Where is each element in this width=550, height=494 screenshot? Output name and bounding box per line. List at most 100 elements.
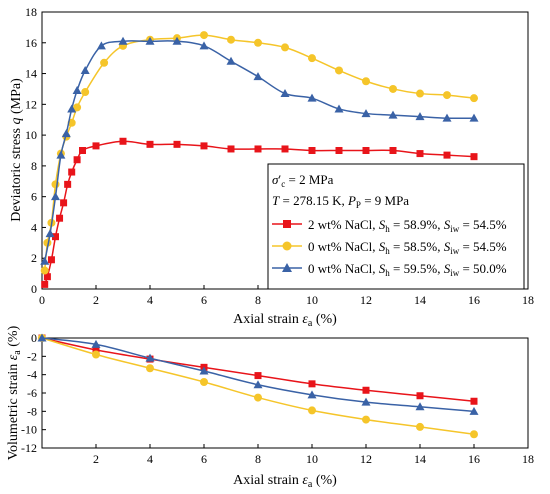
bottom-data-point <box>145 353 155 362</box>
top-data-point <box>442 113 452 122</box>
top-data-point <box>40 256 50 265</box>
top-data-point <box>362 77 370 86</box>
top-data-point <box>96 41 106 50</box>
top-x-axis-title: Axial strain εa (%) <box>233 312 337 329</box>
top-x-tick-label: 0 <box>39 293 45 307</box>
bottom-data-point <box>308 380 316 388</box>
bottom-ticks: 2 4 6 8 10 12 14 16 18 0 -2 -4 -6 -8 -10 -12 <box>21 331 534 466</box>
top-data-point <box>145 36 155 45</box>
volumetric-strain-panel: 2 4 6 8 10 12 14 16 18 0 -2 -4 -6 -8 -10 -12 Axial stra… <box>6 325 534 490</box>
top-data-point <box>469 113 479 122</box>
top-y-tick-label: 4 <box>31 220 37 234</box>
top-data-point <box>172 36 182 45</box>
bottom-data-point <box>361 397 371 406</box>
bottom-x-tick-label: 2 <box>93 452 99 466</box>
bottom-x-axis-title: Axial strain εa (%) <box>233 473 337 490</box>
bottom-data-point <box>470 430 478 439</box>
bottom-data-point <box>416 422 424 431</box>
bottom-x-tick-label: 4 <box>147 452 153 466</box>
top-data-point <box>173 140 181 148</box>
top-data-point <box>118 36 128 45</box>
legend-header-confining: σ′c = 2 MPa <box>272 172 334 189</box>
top-data-point <box>79 147 86 154</box>
bottom-x-tick-label: 6 <box>201 452 207 466</box>
top-data-point <box>254 38 262 47</box>
top-data-point <box>92 142 100 150</box>
top-series-1 <box>41 137 478 288</box>
top-data-point <box>334 104 344 113</box>
top-data-point <box>73 156 81 164</box>
bottom-data-point <box>308 406 316 415</box>
top-data-point <box>281 43 289 52</box>
top-x-tick-label: 6 <box>201 293 207 307</box>
top-data-point <box>43 273 51 281</box>
bottom-y-tick-label: -10 <box>21 423 37 437</box>
top-data-point <box>41 280 49 288</box>
legend: σ′c = 2 MPa T = 278.15 K, PP = 9 MPa 2 w… <box>267 163 525 290</box>
top-data-point <box>335 66 343 75</box>
top-data-point <box>415 112 425 121</box>
bottom-data-point <box>91 339 101 348</box>
bottom-series-2 <box>38 334 478 439</box>
bottom-data-point <box>37 333 47 342</box>
top-data-point <box>307 93 317 102</box>
top-data-point <box>200 142 208 150</box>
top-x-tick-label: 14 <box>414 293 426 307</box>
top-x-tick-label: 2 <box>93 293 99 307</box>
bottom-data-point <box>146 364 154 373</box>
top-y-tick-label: 0 <box>31 282 37 296</box>
bottom-y-tick-label: -6 <box>27 386 37 400</box>
top-data-point <box>254 145 262 153</box>
bottom-y-tick-label: -12 <box>21 441 37 455</box>
top-y-tick-label: 12 <box>25 97 37 111</box>
top-y-tick-label: 8 <box>31 159 37 173</box>
top-x-tick-label: 10 <box>306 293 318 307</box>
bottom-data-point <box>307 390 317 399</box>
bottom-data-point <box>415 402 425 411</box>
top-y-axis-title: Deviatoric stress q (MPa) <box>9 78 24 222</box>
top-data-point <box>47 256 55 264</box>
bottom-y-tick-label: -8 <box>27 404 37 418</box>
bottom-x-tick-label: 14 <box>414 452 426 466</box>
bottom-data-point <box>362 386 370 394</box>
svg-text:2 wt% NaCl, Sh = 58.9%, Siw =: 2 wt% NaCl, Sh = 58.9%, Siw = 54.5% <box>308 217 507 234</box>
top-data-point <box>226 56 236 65</box>
top-data-point <box>100 58 109 67</box>
legend-header-conditions: T = 278.15 K, PP = 9 MPa <box>272 193 409 210</box>
top-data-point <box>416 150 424 158</box>
top-data-point <box>67 104 77 113</box>
top-data-point <box>280 89 290 98</box>
stress-strain-panel: 0 2 4 6 8 10 12 14 16 18 0 2 4 6 8 10 12 14 16 18 Axial str… <box>9 5 534 329</box>
bottom-y-tick-label: -2 <box>27 349 37 363</box>
top-data-point <box>361 109 371 118</box>
top-y-tick-label: 14 <box>25 67 37 81</box>
top-x-tick-label: 16 <box>468 293 480 307</box>
top-data-point <box>51 180 60 189</box>
top-data-point <box>253 72 263 81</box>
top-data-point <box>81 88 90 97</box>
top-data-point <box>60 199 68 207</box>
top-data-point <box>389 147 397 154</box>
top-data-point <box>416 89 424 98</box>
bottom-data-point <box>200 378 208 386</box>
svg-text:0 wt% NaCl, Sh = 58.5%, Siw =: 0 wt% NaCl, Sh = 58.5%, Siw = 54.5% <box>308 239 507 256</box>
bottom-data-point <box>362 415 370 424</box>
top-data-point <box>200 31 208 40</box>
top-data-point <box>308 54 316 63</box>
top-data-point <box>227 35 235 44</box>
top-data-point <box>308 147 316 154</box>
top-data-point <box>470 94 478 103</box>
bottom-x-tick-label: 16 <box>468 452 480 466</box>
bottom-y-tick-label: 0 <box>31 331 37 345</box>
top-series-group <box>40 31 479 288</box>
legend-entry-blue: 0 wt% NaCl, Sh = 59.5%, Siw = 50.0% <box>272 261 507 278</box>
top-data-point <box>389 84 397 93</box>
bottom-data-point <box>254 372 262 380</box>
bottom-series-3 <box>37 333 479 415</box>
svg-text:0 wt% NaCl, Sh = 59.5%, Siw =: 0 wt% NaCl, Sh = 59.5%, Siw = 50.0% <box>308 261 507 278</box>
bottom-x-tick-label: 10 <box>306 452 318 466</box>
top-ticks: 0 2 4 6 8 10 12 14 16 18 0 2 4 6 8 10 12 14 16 18 <box>25 5 534 307</box>
top-data-point <box>335 147 343 154</box>
top-series-3 <box>40 36 479 265</box>
